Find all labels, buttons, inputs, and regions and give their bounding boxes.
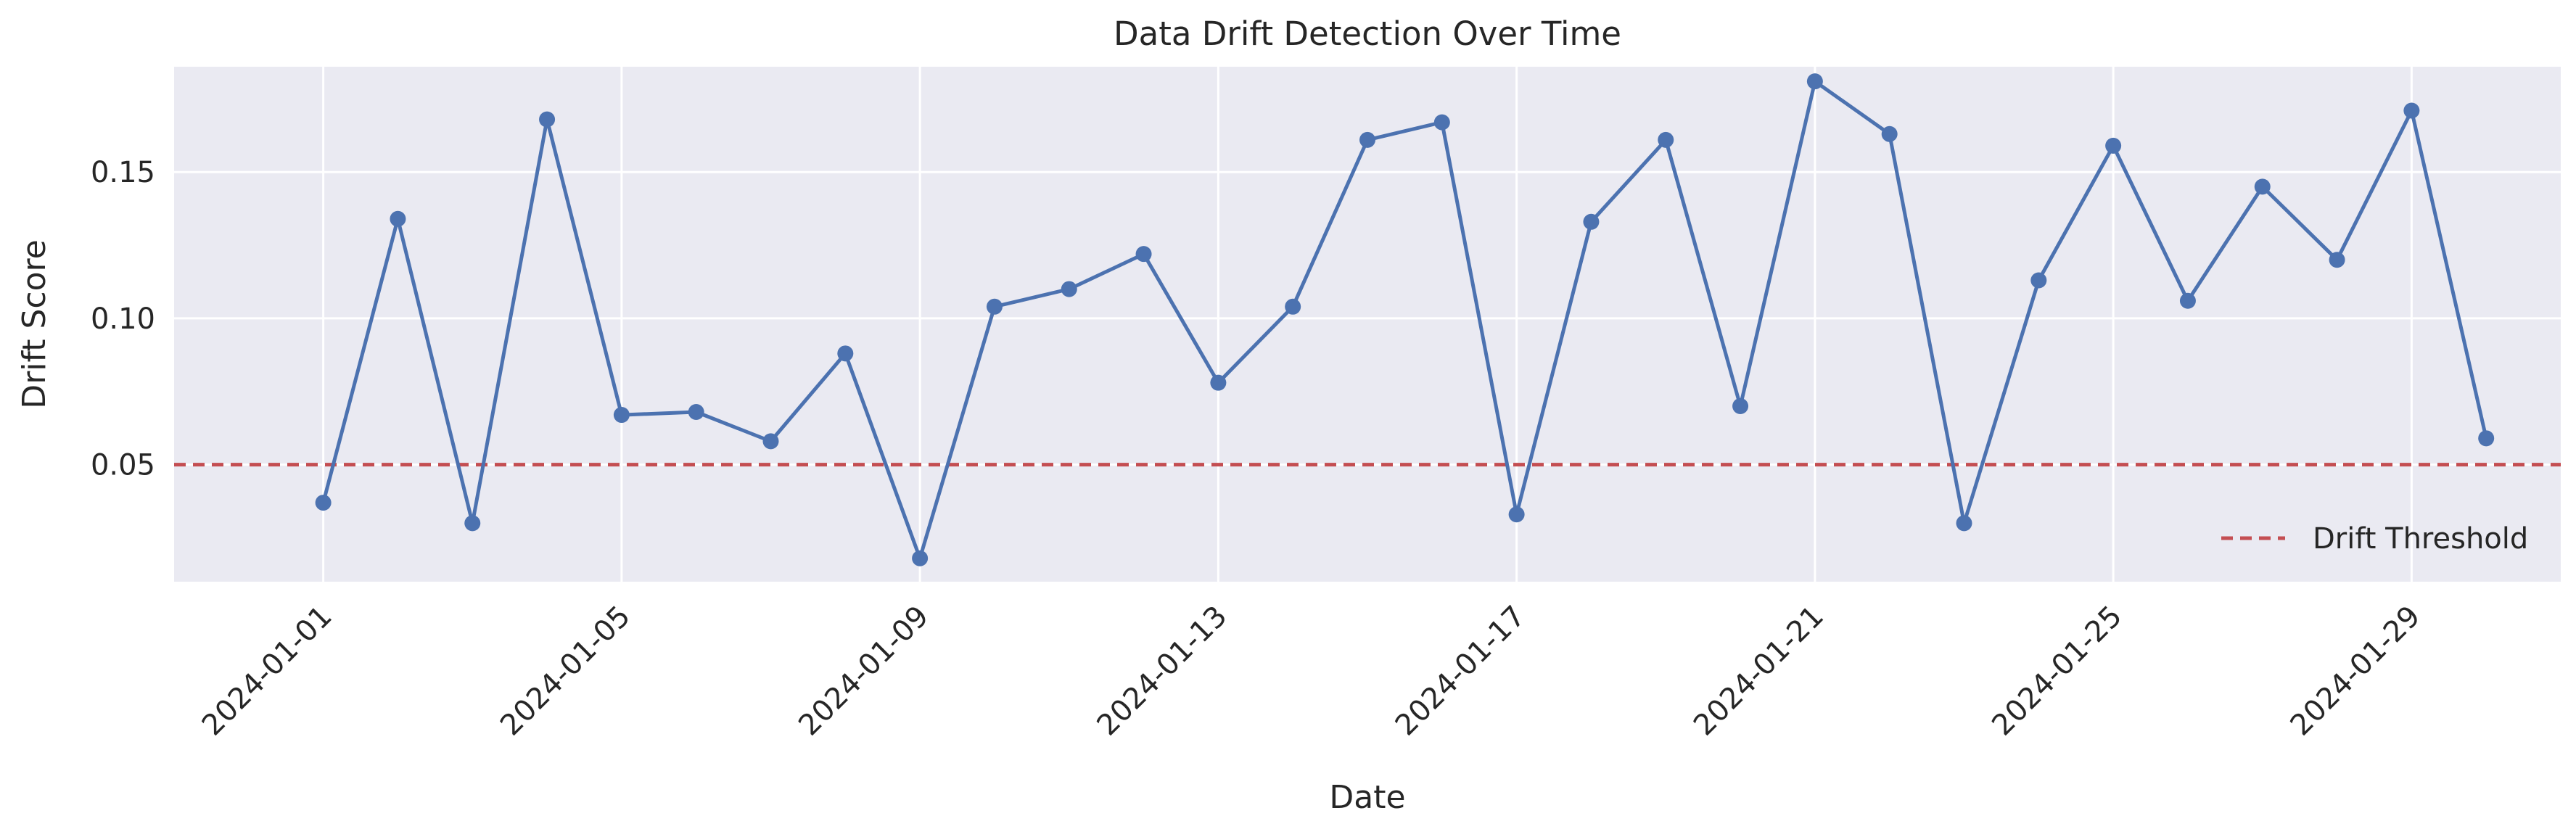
x-tick-label: 2024-01-05	[494, 600, 637, 743]
data-point	[1732, 397, 1749, 414]
data-point	[1061, 281, 1077, 297]
series-layer	[315, 73, 2495, 566]
chart-title: Data Drift Detection Over Time	[1114, 15, 1621, 53]
data-point	[2030, 272, 2047, 289]
x-tick-label: 2024-01-13	[1091, 600, 1234, 743]
data-point	[2105, 137, 2122, 154]
data-point	[1583, 213, 1600, 230]
y-axis-label: Drift Score	[16, 239, 53, 408]
data-point	[1956, 515, 1972, 532]
data-point	[986, 298, 1003, 315]
x-axis-label: Date	[1329, 779, 1405, 816]
data-point	[762, 433, 779, 450]
data-point	[390, 210, 406, 227]
x-tick-label: 2024-01-01	[196, 600, 339, 743]
data-point	[613, 407, 630, 424]
data-point	[1285, 298, 1301, 315]
x-tick-label: 2024-01-09	[792, 600, 935, 743]
y-tick-label: 0.05	[91, 449, 155, 482]
data-point	[912, 550, 929, 566]
data-point	[464, 515, 481, 532]
plot-area	[174, 67, 2561, 582]
data-point	[1359, 131, 1375, 148]
data-point	[1433, 114, 1450, 131]
data-point	[1210, 374, 1227, 391]
data-point	[688, 404, 704, 421]
data-point	[837, 345, 854, 362]
data-point	[2403, 102, 2420, 119]
data-point	[2179, 292, 2196, 309]
data-point	[1135, 246, 1152, 263]
x-tick-label: 2024-01-25	[1986, 600, 2128, 743]
x-tick-label: 2024-01-21	[1687, 600, 1830, 743]
drift-score-line	[321, 79, 2488, 561]
y-tick-label: 0.10	[91, 302, 155, 336]
data-point	[1658, 131, 1674, 148]
data-point	[2478, 430, 2495, 447]
data-point	[1508, 506, 1525, 523]
x-tick-label: 2024-01-29	[2284, 600, 2427, 743]
y-tick-label: 0.15	[91, 156, 155, 189]
x-tick-label: 2024-01-17	[1389, 600, 1532, 743]
data-point	[539, 111, 556, 128]
data-point	[2329, 252, 2345, 268]
data-point	[1806, 73, 1823, 90]
data-point	[1881, 125, 1898, 142]
legend-threshold-label: Drift Threshold	[2313, 522, 2528, 556]
data-point	[315, 495, 332, 511]
legend: Drift Threshold	[2221, 522, 2528, 556]
data-point	[2254, 178, 2271, 195]
